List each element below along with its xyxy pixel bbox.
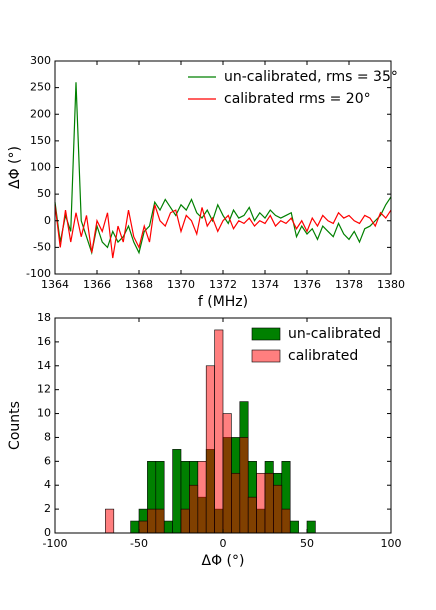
y-tick-label: 18 — [37, 311, 51, 324]
x-tick-label: 50 — [300, 537, 314, 550]
y-tick-label: 8 — [44, 430, 51, 443]
legend-swatch — [251, 349, 281, 363]
y-tick-label: 0 — [44, 214, 51, 227]
line-series — [54, 82, 392, 256]
legend-label: un-calibrated — [288, 326, 381, 342]
hist-bar — [138, 520, 148, 534]
y-tick-label: -100 — [26, 267, 51, 280]
y-tick-label: 14 — [37, 359, 51, 372]
y-tick-label: 2 — [44, 502, 51, 515]
y-tick-label: 16 — [37, 335, 51, 348]
x-tick-label: 1370 — [167, 278, 195, 291]
hist-bar — [130, 520, 140, 534]
y-tick-label: 150 — [30, 134, 51, 147]
y-tick-label: 4 — [44, 478, 51, 491]
legend-label: calibrated — [288, 348, 358, 364]
hist-bar — [264, 472, 274, 534]
x-tick-label: 1368 — [125, 278, 153, 291]
hist-bar — [281, 508, 291, 534]
hist-bar — [180, 508, 190, 534]
x-tick-label: 1366 — [83, 278, 111, 291]
x-tick-label: 100 — [381, 537, 402, 550]
hist-bar — [163, 520, 173, 534]
x-tick-label: 1378 — [335, 278, 363, 291]
y-tick-label: 0 — [44, 526, 51, 539]
hist-bar — [273, 484, 283, 534]
hist-bar — [256, 472, 266, 534]
hist-bar — [197, 461, 207, 534]
y-tick-label: 12 — [37, 383, 51, 396]
hist-bar — [214, 329, 224, 534]
hist-bar — [155, 508, 165, 534]
y-tick-label: 50 — [37, 187, 51, 200]
x-tick-label: 0 — [220, 537, 227, 550]
y-tick-label: 100 — [30, 161, 51, 174]
line-series — [54, 204, 392, 259]
x-axis-label: f (MHz) — [198, 294, 248, 310]
x-tick-label: 1374 — [251, 278, 279, 291]
hist-bar — [147, 508, 157, 534]
hist-bar — [205, 365, 215, 534]
hist-bar — [289, 520, 299, 534]
y-axis-label: ΔΦ (°) — [7, 146, 23, 189]
y-tick-label: -50 — [33, 240, 51, 253]
x-tick-label: -50 — [130, 537, 148, 550]
hist-bar — [222, 413, 232, 534]
hist-bar — [247, 496, 257, 534]
x-axis-label: ΔΦ (°) — [202, 553, 245, 569]
y-axis-label: Counts — [7, 401, 23, 450]
hist-bar — [105, 508, 115, 534]
y-tick-label: 6 — [44, 454, 51, 467]
y-tick-label: 250 — [30, 81, 51, 94]
y-tick-label: 200 — [30, 107, 51, 120]
hist-bar — [231, 472, 241, 534]
x-tick-label: 1364 — [41, 278, 69, 291]
legend-label: un-calibrated, rms = 35° — [224, 69, 398, 85]
hist-bar — [239, 437, 249, 534]
x-tick-label: 1372 — [209, 278, 237, 291]
hist-bar — [306, 520, 316, 534]
legend-swatch — [251, 327, 281, 341]
hist-bar — [172, 449, 182, 534]
x-tick-label: -100 — [43, 537, 68, 550]
x-tick-label: 1380 — [377, 278, 405, 291]
x-tick-label: 1376 — [293, 278, 321, 291]
legend-label: calibrated rms = 20° — [224, 91, 371, 107]
hist-bar — [189, 484, 199, 534]
y-tick-label: 10 — [37, 407, 51, 420]
y-tick-label: 300 — [30, 54, 51, 67]
